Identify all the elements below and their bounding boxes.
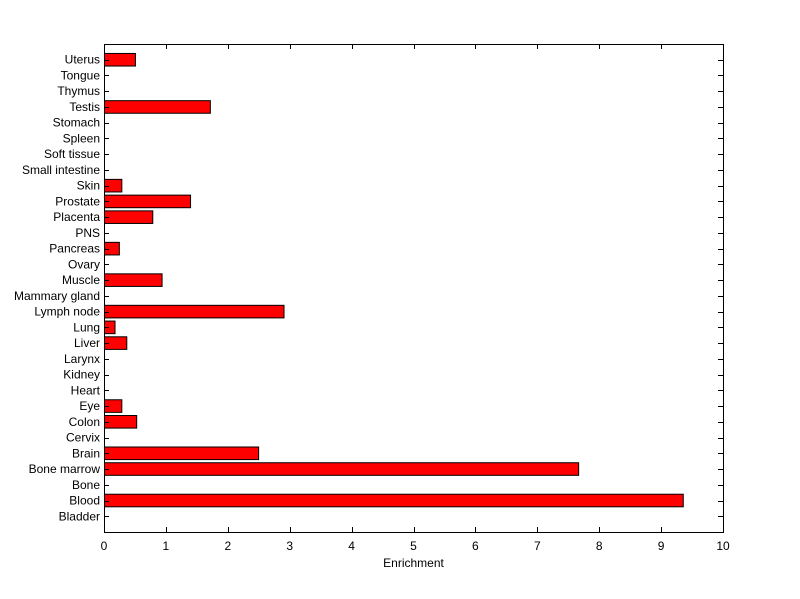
y-tick-label: Heart: [71, 383, 101, 397]
y-tick-label: Lymph node: [34, 305, 100, 319]
y-tick-label: Testis: [69, 100, 100, 114]
y-tick-label: PNS: [75, 226, 100, 240]
x-tick-label: 1: [163, 539, 170, 553]
bar-bone-marrow: [104, 462, 580, 476]
y-tick-label: Thymus: [57, 84, 100, 98]
x-tick-label: 8: [596, 539, 603, 553]
x-tick-label: 9: [658, 539, 665, 553]
y-tick-label: Blood: [69, 494, 100, 508]
bar-pancreas: [104, 241, 120, 256]
y-tick-label: Larynx: [64, 352, 100, 366]
x-tick-label: 7: [534, 539, 541, 553]
y-tick-label: Bladder: [59, 509, 100, 523]
y-tick-label: Colon: [69, 415, 100, 429]
bar-testis: [104, 100, 211, 114]
y-tick-label: Soft tissue: [44, 147, 100, 161]
y-tick-label: Tongue: [61, 68, 101, 82]
x-tick-label: 4: [348, 539, 355, 553]
y-tick-label: Bone marrow: [29, 462, 101, 476]
y-tick-label: Eye: [79, 399, 100, 413]
y-tick-label: Bone: [72, 478, 100, 492]
y-tick-label: Muscle: [62, 273, 100, 287]
bar-lymph-node: [104, 304, 285, 319]
y-tick-label: Ovary: [68, 257, 100, 271]
x-tick-label: 0: [101, 539, 108, 553]
y-tick-label: Brain: [72, 446, 100, 460]
bar-brain: [104, 446, 260, 461]
x-tick-label: 3: [286, 539, 293, 553]
y-tick-label: Lung: [73, 320, 100, 334]
y-tick-label: Small intestine: [22, 163, 100, 177]
x-axis-label: Enrichment: [383, 556, 444, 570]
y-tick-label: Skin: [77, 179, 100, 193]
y-tick-label: Kidney: [63, 368, 100, 382]
bar-prostate: [104, 194, 192, 209]
bar-blood: [104, 493, 684, 508]
bar-placenta: [104, 210, 154, 224]
bar-colon: [104, 415, 138, 429]
y-tick-label: Placenta: [53, 210, 100, 224]
y-tick-label: Prostate: [55, 194, 100, 208]
bar-uterus: [104, 52, 136, 67]
y-tick-label: Spleen: [63, 131, 100, 145]
y-tick-label: Cervix: [66, 431, 100, 445]
bar-muscle: [104, 273, 163, 287]
x-tick-label: 2: [224, 539, 231, 553]
y-tick-label: Uterus: [65, 53, 100, 67]
y-tick-label: Mammary gland: [14, 289, 100, 303]
ticks-group: [104, 44, 724, 532]
bars-group: [104, 52, 684, 508]
x-tick-label: 5: [410, 539, 417, 553]
bar-skin: [104, 178, 123, 193]
x-tick-label: 10: [716, 539, 730, 553]
y-tick-label: Liver: [74, 336, 100, 350]
x-tick-label: 6: [472, 539, 479, 553]
y-tick-label: Pancreas: [49, 242, 100, 256]
y-tick-label: Stomach: [53, 116, 100, 130]
